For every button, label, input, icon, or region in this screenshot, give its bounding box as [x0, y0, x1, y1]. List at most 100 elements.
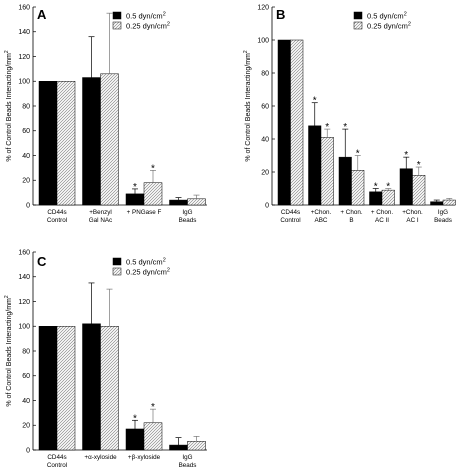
x-category-label: Control	[280, 217, 300, 224]
significance-marker: *	[374, 182, 378, 193]
y-tick-label: 80	[22, 348, 30, 355]
x-category-label: CD44s	[47, 454, 66, 461]
y-tick-label: 120	[257, 4, 269, 11]
bar-series1	[169, 444, 188, 451]
x-category-label: IgG	[182, 454, 192, 461]
bar-series2	[143, 422, 163, 451]
bar-series1	[308, 125, 322, 206]
y-tick-label: 40	[22, 398, 30, 405]
x-category-label: AC II	[375, 217, 389, 224]
y-tick-label: 100	[257, 37, 269, 44]
x-category-label: B	[349, 217, 353, 224]
legend-label-sup: 2	[167, 22, 170, 28]
x-category-label: +Chon.	[402, 209, 423, 216]
legend-label-2: 0.25 dyn/cm2	[367, 22, 411, 31]
panel-B: 0 20 40 60 80 100 120 % of Control Beads Intera…	[243, 4, 456, 224]
bar-series2	[412, 175, 426, 206]
legend-label-1: 0.5 dyn/cm2	[367, 12, 407, 21]
significance-marker: *	[133, 182, 137, 193]
x-category-label: Gal NAc	[89, 217, 112, 224]
legend-label-sup: 2	[404, 12, 407, 18]
significance-marker: *	[404, 150, 408, 161]
x-category-label: Beads	[179, 217, 197, 224]
x-category-label: Beads	[434, 217, 452, 224]
bar-series1	[125, 193, 145, 206]
y-tick-label: 80	[22, 103, 30, 110]
y-tick-label: 160	[18, 4, 30, 11]
bar-series1	[82, 77, 101, 206]
y-axis-label-sup: 2	[4, 50, 10, 53]
x-category-label: Beads	[179, 462, 197, 469]
x-category-label: + PNGase F	[127, 209, 162, 216]
bar-series1	[399, 168, 413, 206]
y-axis-label-sup: 2	[4, 295, 10, 298]
panel-A: 0 20 40 60 80 100 120 140 160 % of Control Beads …	[4, 4, 207, 224]
bar-series1	[369, 191, 383, 206]
y-tick-label: 100	[18, 79, 30, 86]
bar-series2	[187, 198, 206, 206]
panel-letter: C	[37, 254, 47, 269]
bar-series2	[56, 326, 76, 451]
bar-series1	[430, 201, 444, 206]
y-tick-label: 60	[22, 373, 30, 380]
significance-marker: *	[417, 160, 421, 171]
legend-label-sup: 2	[408, 22, 411, 28]
bar-series1	[38, 81, 58, 206]
panel-letter: B	[276, 7, 285, 22]
bar-series2	[320, 137, 334, 206]
y-axis-label: % of Control Beads Interacting/mm2	[243, 50, 252, 162]
legend-swatch-1	[112, 11, 122, 20]
y-tick-label: 20	[22, 423, 30, 430]
bar-series1	[169, 199, 188, 206]
x-category-label: +β-xyloside	[128, 454, 161, 461]
x-category-label: Control	[47, 217, 67, 224]
x-category-label: + Chon.	[371, 209, 393, 216]
bar-series1	[125, 428, 145, 451]
y-tick-label: 100	[18, 324, 30, 331]
y-tick-label: 20	[22, 178, 30, 185]
y-axis-label: % of Control Beads Interacting/mm2	[4, 295, 13, 407]
bar-series2	[100, 73, 119, 206]
x-category-label: CD44s	[281, 209, 300, 216]
legend-label-sup: 2	[163, 258, 166, 264]
panel-C: 0 20 40 60 80 100 120 140 160 % of Control Beads …	[4, 249, 207, 469]
significance-marker: *	[386, 182, 390, 193]
x-category-label: +Benzyl	[89, 209, 112, 216]
legend-label-sup: 2	[167, 268, 170, 274]
y-tick-label: 0	[26, 447, 30, 454]
legend-label-1: 0.5 dyn/cm2	[126, 258, 166, 267]
bar-series2	[143, 182, 163, 206]
legend-label-2: 0.25 dyn/cm2	[126, 268, 170, 277]
significance-marker: *	[151, 163, 155, 174]
y-tick-label: 140	[18, 29, 30, 36]
legend-label-2: 0.25 dyn/cm2	[126, 22, 170, 31]
legend-label-sup: 2	[163, 12, 166, 18]
significance-marker: *	[343, 122, 347, 133]
x-category-label: + Chon.	[340, 209, 362, 216]
bar-series2	[56, 81, 76, 206]
bar-series2	[187, 441, 206, 451]
y-tick-label: 140	[18, 274, 30, 281]
bar-series2	[290, 39, 304, 206]
x-category-label: ABC	[315, 217, 328, 224]
y-tick-label: 0	[265, 202, 269, 209]
y-axis-label-sup: 2	[243, 50, 249, 53]
x-category-label: +Chon.	[311, 209, 332, 216]
legend-swatch-2	[112, 267, 122, 276]
y-tick-label: 60	[22, 128, 30, 135]
legend-swatch-1	[112, 257, 122, 266]
panel-letter: A	[37, 7, 47, 22]
bar-series2	[442, 199, 456, 206]
y-tick-label: 0	[26, 202, 30, 209]
significance-marker: *	[313, 96, 317, 107]
y-tick-label: 80	[261, 70, 269, 77]
significance-marker: *	[325, 122, 329, 133]
x-category-label: +α-xyloside	[84, 454, 117, 461]
y-tick-label: 60	[261, 103, 269, 110]
bar-series1	[38, 326, 58, 451]
x-category-label: Control	[47, 462, 67, 469]
significance-marker: *	[133, 413, 137, 424]
bar-series1	[277, 39, 291, 206]
x-category-label: AC I	[406, 217, 418, 224]
